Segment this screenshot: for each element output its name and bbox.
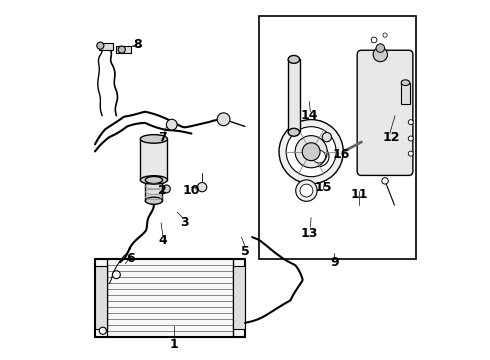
Circle shape <box>408 151 413 156</box>
Text: 4: 4 <box>158 234 167 247</box>
FancyBboxPatch shape <box>401 83 410 104</box>
Text: 6: 6 <box>126 252 135 265</box>
Text: 14: 14 <box>300 109 318 122</box>
Circle shape <box>313 150 325 163</box>
Circle shape <box>296 180 317 201</box>
Text: 13: 13 <box>300 227 318 240</box>
Ellipse shape <box>140 135 168 143</box>
Circle shape <box>302 143 320 161</box>
Ellipse shape <box>140 176 168 184</box>
Circle shape <box>371 37 377 43</box>
Text: 10: 10 <box>183 184 200 197</box>
Circle shape <box>217 113 230 126</box>
Ellipse shape <box>401 80 410 86</box>
Text: 11: 11 <box>350 188 368 201</box>
FancyBboxPatch shape <box>117 46 131 53</box>
Circle shape <box>163 185 171 193</box>
Circle shape <box>382 177 388 184</box>
Text: 5: 5 <box>241 245 249 258</box>
FancyBboxPatch shape <box>288 59 299 132</box>
Text: 8: 8 <box>133 38 142 51</box>
Circle shape <box>376 44 385 53</box>
FancyBboxPatch shape <box>95 258 245 337</box>
Circle shape <box>118 46 125 53</box>
Circle shape <box>408 136 413 141</box>
Circle shape <box>322 132 332 142</box>
FancyBboxPatch shape <box>98 43 113 50</box>
FancyBboxPatch shape <box>259 16 416 258</box>
Text: 2: 2 <box>158 184 167 197</box>
Text: 7: 7 <box>158 131 167 144</box>
Circle shape <box>300 184 313 197</box>
Circle shape <box>309 147 329 167</box>
FancyBboxPatch shape <box>95 266 107 329</box>
Circle shape <box>99 327 106 334</box>
Circle shape <box>408 120 413 125</box>
Text: 16: 16 <box>333 148 350 162</box>
FancyBboxPatch shape <box>357 50 413 175</box>
FancyBboxPatch shape <box>233 266 245 329</box>
Circle shape <box>295 136 327 168</box>
Text: 15: 15 <box>315 181 332 194</box>
Circle shape <box>113 271 121 279</box>
Ellipse shape <box>146 176 163 184</box>
Text: 12: 12 <box>383 131 400 144</box>
FancyBboxPatch shape <box>146 180 163 201</box>
Circle shape <box>279 120 343 184</box>
Text: 3: 3 <box>180 216 189 229</box>
Text: 9: 9 <box>330 256 339 269</box>
Circle shape <box>97 42 104 49</box>
FancyBboxPatch shape <box>140 139 168 180</box>
Circle shape <box>167 119 177 130</box>
Circle shape <box>286 127 336 177</box>
Circle shape <box>373 48 388 62</box>
Circle shape <box>383 33 387 37</box>
Ellipse shape <box>288 55 299 63</box>
Ellipse shape <box>288 129 299 136</box>
Ellipse shape <box>146 197 163 204</box>
Circle shape <box>197 183 207 192</box>
Text: 1: 1 <box>169 338 178 351</box>
